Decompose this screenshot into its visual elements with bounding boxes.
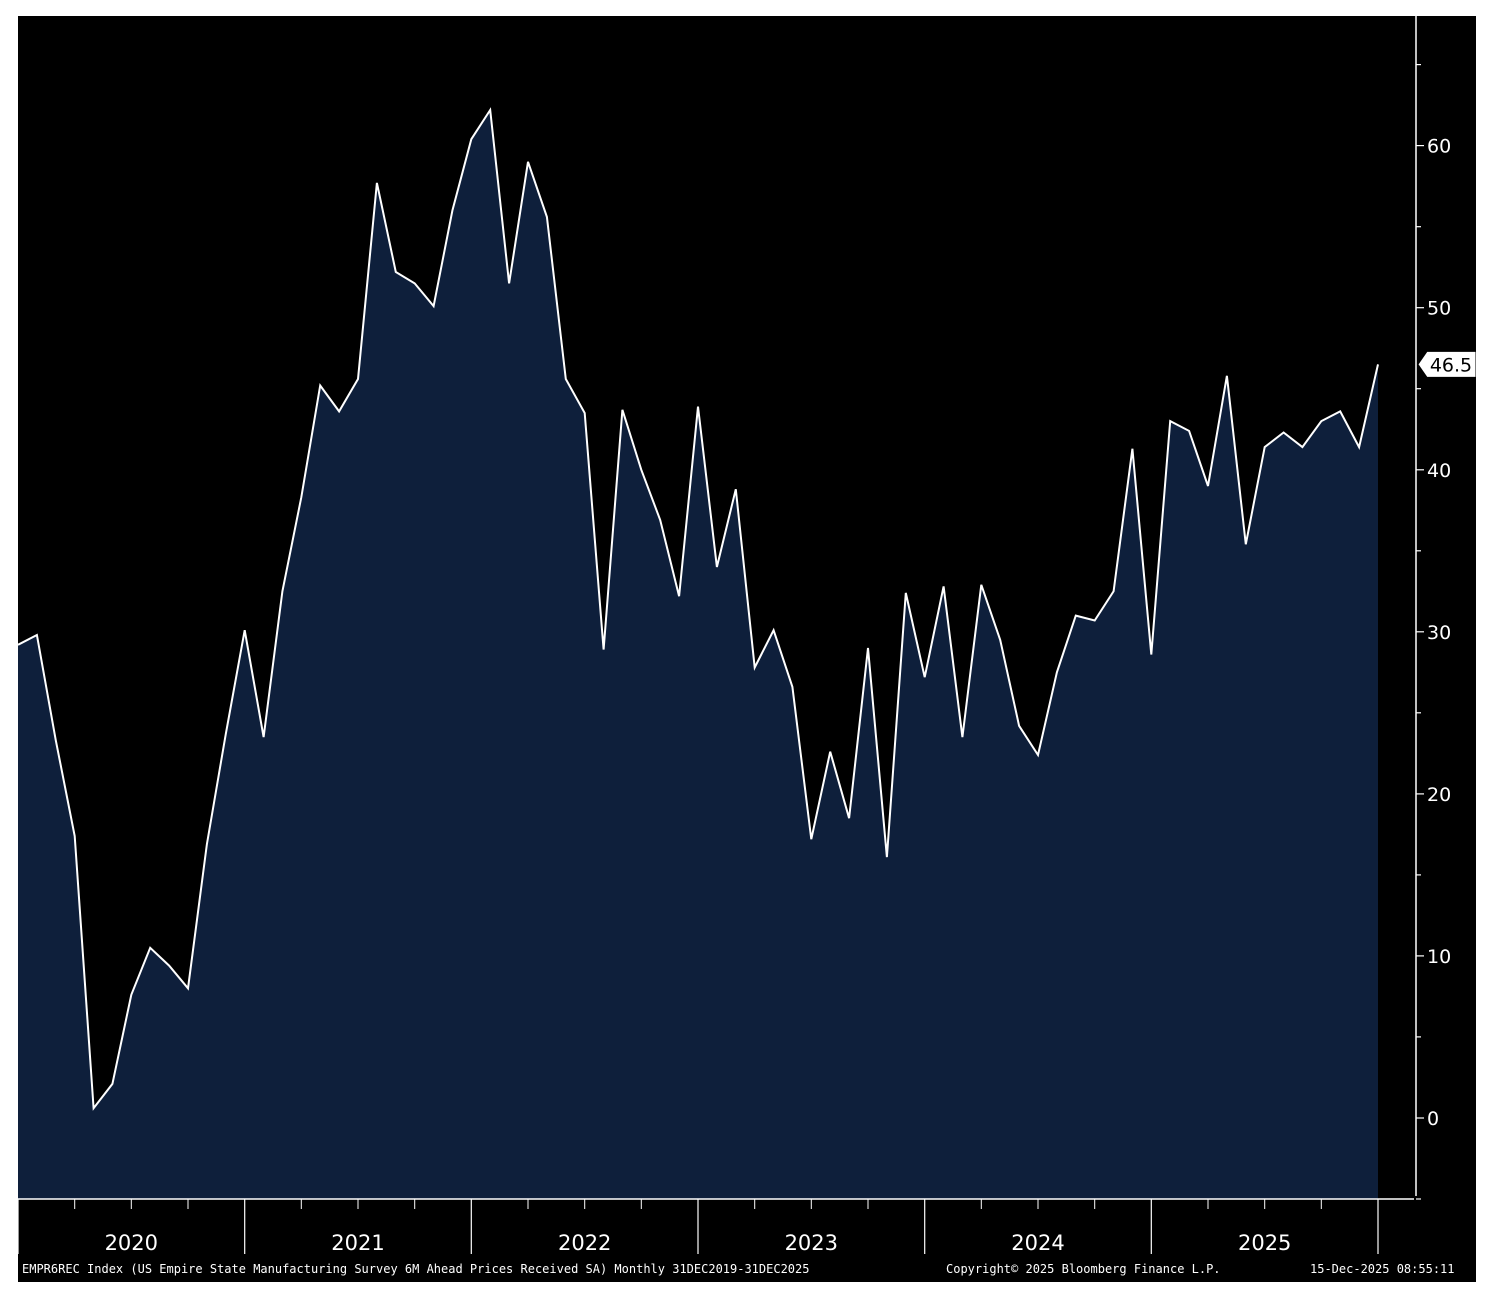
x-year-label-2025: 2025 [1238,1231,1291,1255]
data-point-2020-12 [244,629,246,631]
data-point-2021-03 [300,496,302,498]
data-point-2025-09 [1320,420,1322,422]
data-point-2022-04 [546,216,548,218]
data-point-2022-07 [602,648,604,650]
data-point-2023-10 [886,856,888,858]
data-point-2022-11 [678,595,680,597]
data-point-2022-09 [640,469,642,471]
data-point-2020-06 [130,994,132,996]
data-point-2021-10 [432,305,434,307]
last-value-tag [1417,350,1476,378]
data-point-2024-05 [1018,725,1020,727]
data-point-2025-04 [1226,375,1228,377]
data-point-2021-07 [376,182,378,184]
data-point-2021-09 [414,282,416,284]
copyright-footer: Copyright© 2025 Bloomberg Finance L.P. [946,1262,1221,1276]
y-tick-label-50: 50 [1427,298,1451,320]
series-line [18,107,1379,1111]
data-point-2020-05 [111,1083,113,1085]
data-point-2021-11 [451,209,453,211]
data-point-2022-02 [508,282,510,284]
data-point-2024-04 [999,639,1001,641]
data-point-2024-10 [1112,590,1114,592]
data-point-2025-11 [1358,446,1360,448]
data-point-2021-02 [281,590,283,592]
data-point-2023-07 [829,751,831,753]
data-point-2025-12 [1377,363,1379,365]
data-point-2024-12 [1150,653,1152,655]
data-point-2025-10 [1339,410,1341,412]
chart-svg: 0 10 20 30 40 50 60 2020 2021 2022 2023 2024 2025 46.… [18,16,1476,1255]
chart-description-footer: EMPR6REC Index (US Empire State Manufact… [22,1262,810,1276]
axis-layer [18,16,1424,1254]
x-year-label-2024: 2024 [1011,1231,1064,1255]
data-point-2024-09 [1094,619,1096,621]
data-point-2025-01 [1169,420,1171,422]
last-value-label: 46.5 [1430,354,1472,376]
data-point-2022-10 [659,519,661,521]
y-tick-label-60: 60 [1427,136,1451,158]
data-point-2024-11 [1131,448,1133,450]
data-point-2020-01 [36,634,38,636]
data-point-2021-06 [357,378,359,380]
data-point-2024-01 [942,585,944,587]
data-point-2023-01 [716,566,718,568]
y-tick-label-30: 30 [1427,622,1451,644]
data-point-2025-07 [1282,431,1284,433]
data-point-2025-08 [1301,446,1303,448]
data-point-2025-06 [1264,446,1266,448]
x-year-label-2020: 2020 [105,1231,158,1255]
data-point-2022-12 [697,405,699,407]
data-point-2023-09 [867,647,869,649]
x-year-label-2023: 2023 [785,1231,838,1255]
data-point-2023-03 [754,666,756,668]
x-year-label-2022: 2022 [558,1231,611,1255]
data-point-2020-04 [92,1107,94,1109]
data-point-2024-08 [1075,614,1077,616]
data-point-2020-09 [187,987,189,989]
data-point-2021-08 [395,271,397,273]
data-point-2020-11 [225,733,227,735]
series-area-fill [18,110,1378,1199]
chart-panel: 0 10 20 30 40 50 60 2020 2021 2022 2023 2024 2025 46.… [18,16,1476,1282]
data-point-2022-01 [489,109,491,111]
data-point-2025-05 [1245,543,1247,545]
data-point-2024-06 [1037,754,1039,756]
data-point-2020-07 [149,947,151,949]
data-point-2021-04 [319,384,321,386]
data-point-2023-12 [924,676,926,678]
data-point-2022-03 [527,161,529,163]
data-point-2020-08 [168,964,170,966]
data-point-2025-02 [1188,430,1190,432]
y-tick-label-20: 20 [1427,784,1451,806]
data-point-2024-02 [961,736,963,738]
label-layer: 0 10 20 30 40 50 60 2020 2021 2022 2023 2024 2025 46.… [105,136,1476,1255]
data-point-2023-04 [772,629,774,631]
data-point-2022-05 [565,378,567,380]
data-point-2024-07 [1056,671,1058,673]
data-point-2022-06 [584,412,586,414]
data-point-2023-08 [848,817,850,819]
data-point-2021-05 [338,410,340,412]
data-point-2021-12 [470,138,472,140]
data-point-2023-06 [810,838,812,840]
x-year-label-2021: 2021 [331,1231,384,1255]
data-point-2023-11 [905,592,907,594]
data-point-2020-03 [74,835,76,837]
data-point-2022-08 [621,409,623,411]
timestamp-footer: 15-Dec-2025 08:55:11 [1310,1262,1455,1276]
data-point-2020-02 [55,739,57,741]
data-point-2023-02 [735,488,737,490]
y-tick-label-0: 0 [1427,1108,1439,1130]
y-tick-label-10: 10 [1427,946,1451,968]
data-point-2021-01 [262,736,264,738]
data-point-2020-10 [206,843,208,845]
data-point-2025-03 [1207,485,1209,487]
y-tick-label-40: 40 [1427,460,1451,482]
series-area-layer [18,107,1379,1199]
data-point-2023-05 [791,686,793,688]
data-point-2024-03 [980,584,982,586]
